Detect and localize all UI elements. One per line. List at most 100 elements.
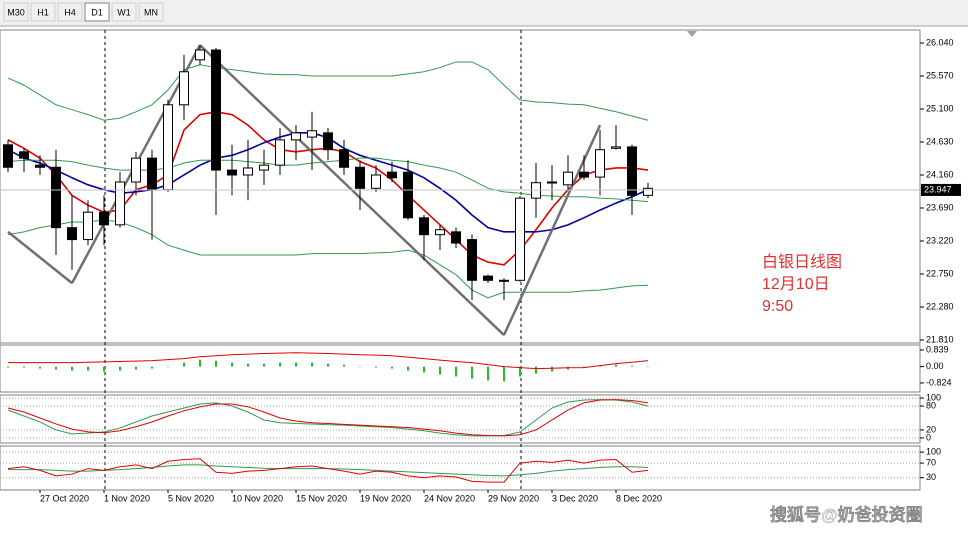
timeframe-tab[interactable]	[84, 2, 110, 22]
candle-body	[307, 130, 317, 138]
macd-bar	[359, 366, 361, 368]
timeframe-label[interactable]: M30	[7, 7, 25, 17]
candle-body	[547, 181, 557, 184]
macd-bar	[199, 359, 201, 367]
timeframe-label[interactable]: MN	[144, 7, 158, 17]
macd-bar	[407, 366, 409, 371]
macd-bar	[455, 366, 457, 377]
macd-bar	[343, 364, 345, 367]
x-tick-label: 27 Oct 2020	[40, 493, 89, 503]
x-tick-label: 10 Nov 2020	[232, 493, 283, 503]
macd-bar	[55, 366, 57, 370]
candle-body	[563, 171, 573, 186]
macd-bar	[119, 366, 121, 371]
macd-bar	[279, 362, 281, 367]
timeframe-label[interactable]: H4	[64, 7, 76, 17]
macd-bar	[423, 366, 425, 373]
macd-bar	[135, 366, 137, 370]
timeframe-tab[interactable]	[3, 2, 29, 22]
candle-body	[275, 139, 285, 166]
candle-body	[595, 149, 605, 178]
candle-body	[483, 275, 493, 281]
macd-bar	[71, 366, 73, 371]
candle-body	[259, 164, 269, 171]
macd-bar	[183, 362, 185, 367]
macd-bar	[103, 366, 105, 372]
candle-body	[467, 239, 477, 281]
y-tick-label: 21.810	[926, 334, 954, 344]
candle-body	[19, 151, 29, 159]
y-tick-label: 22.750	[926, 268, 954, 278]
macd-bar	[615, 364, 617, 367]
last-price-box	[921, 183, 961, 196]
macd-bar	[7, 366, 9, 368]
trade-marker	[687, 31, 697, 37]
macd-bar	[23, 366, 25, 368]
y-tick-label: 0.00	[926, 361, 944, 371]
y-tick-label: 100	[926, 392, 941, 402]
candle-body	[403, 171, 413, 219]
timeframe-label[interactable]: W1	[117, 7, 131, 17]
x-tick-label: 8 Dec 2020	[616, 493, 662, 503]
macd-bar	[327, 363, 329, 367]
candle-body	[611, 146, 621, 149]
macd-bar	[535, 366, 537, 374]
stochastic-line	[7, 399, 649, 437]
main-panel	[0, 29, 921, 344]
macd-bar	[167, 366, 169, 368]
x-tick-label: 29 Nov 2020	[488, 493, 539, 503]
x-tick-label: 3 Dec 2020	[552, 493, 598, 503]
y-tick-label: 70	[926, 457, 936, 467]
y-tick-label: 25.100	[926, 103, 954, 113]
candle-body	[515, 197, 525, 281]
candle-body	[643, 187, 653, 196]
rsi-panel	[0, 445, 921, 491]
candle-body	[163, 104, 173, 191]
y-tick-label: 22.280	[926, 301, 954, 311]
macd-bar	[631, 365, 633, 367]
candle-body	[627, 146, 637, 196]
timeframe-tab[interactable]	[138, 2, 164, 22]
candle-body	[115, 181, 125, 226]
timeframe-label[interactable]: D1	[91, 7, 103, 17]
stochastic-panel	[0, 394, 921, 444]
macd-bar	[375, 366, 377, 368]
x-tick-label: 24 Nov 2020	[424, 493, 475, 503]
candle-body	[243, 167, 253, 176]
indicator-line	[7, 61, 649, 121]
candle-body	[3, 144, 13, 168]
macd-bar	[439, 366, 441, 375]
macd-bar	[295, 362, 297, 367]
candle-body	[499, 279, 509, 282]
timeframe-label[interactable]: H1	[37, 7, 49, 17]
timeframe-tab[interactable]	[111, 2, 137, 22]
macd-signal	[8, 352, 649, 370]
candle-body	[291, 132, 301, 141]
timeframe-tab[interactable]	[30, 2, 56, 22]
candle-body	[371, 174, 381, 189]
candle-body	[35, 164, 45, 168]
y-tick-label: 20	[926, 424, 936, 434]
y-tick-label: 100	[926, 447, 941, 457]
macd-bar	[87, 366, 89, 371]
macd-bar	[503, 366, 505, 382]
y-tick-label: 24.160	[926, 169, 954, 179]
candle-body	[227, 169, 237, 176]
x-tick-label: 15 Nov 2020	[296, 493, 347, 503]
macd-bar	[231, 362, 233, 367]
y-tick-label: 23.220	[926, 235, 954, 245]
macd-bar	[519, 366, 521, 377]
candle-body	[387, 171, 397, 179]
macd-panel	[0, 344, 921, 393]
macd-bar	[215, 360, 217, 367]
timeframe-tab[interactable]	[57, 2, 83, 22]
candle-body	[83, 211, 93, 241]
indicator-line	[7, 219, 649, 299]
annotation: 9:50	[762, 298, 793, 315]
candle-body	[339, 149, 349, 168]
x-tick-label: 5 Nov 2020	[168, 493, 214, 503]
candle-body	[211, 49, 221, 171]
candle-body	[435, 229, 445, 236]
y-tick-label: 0.839	[926, 344, 949, 354]
